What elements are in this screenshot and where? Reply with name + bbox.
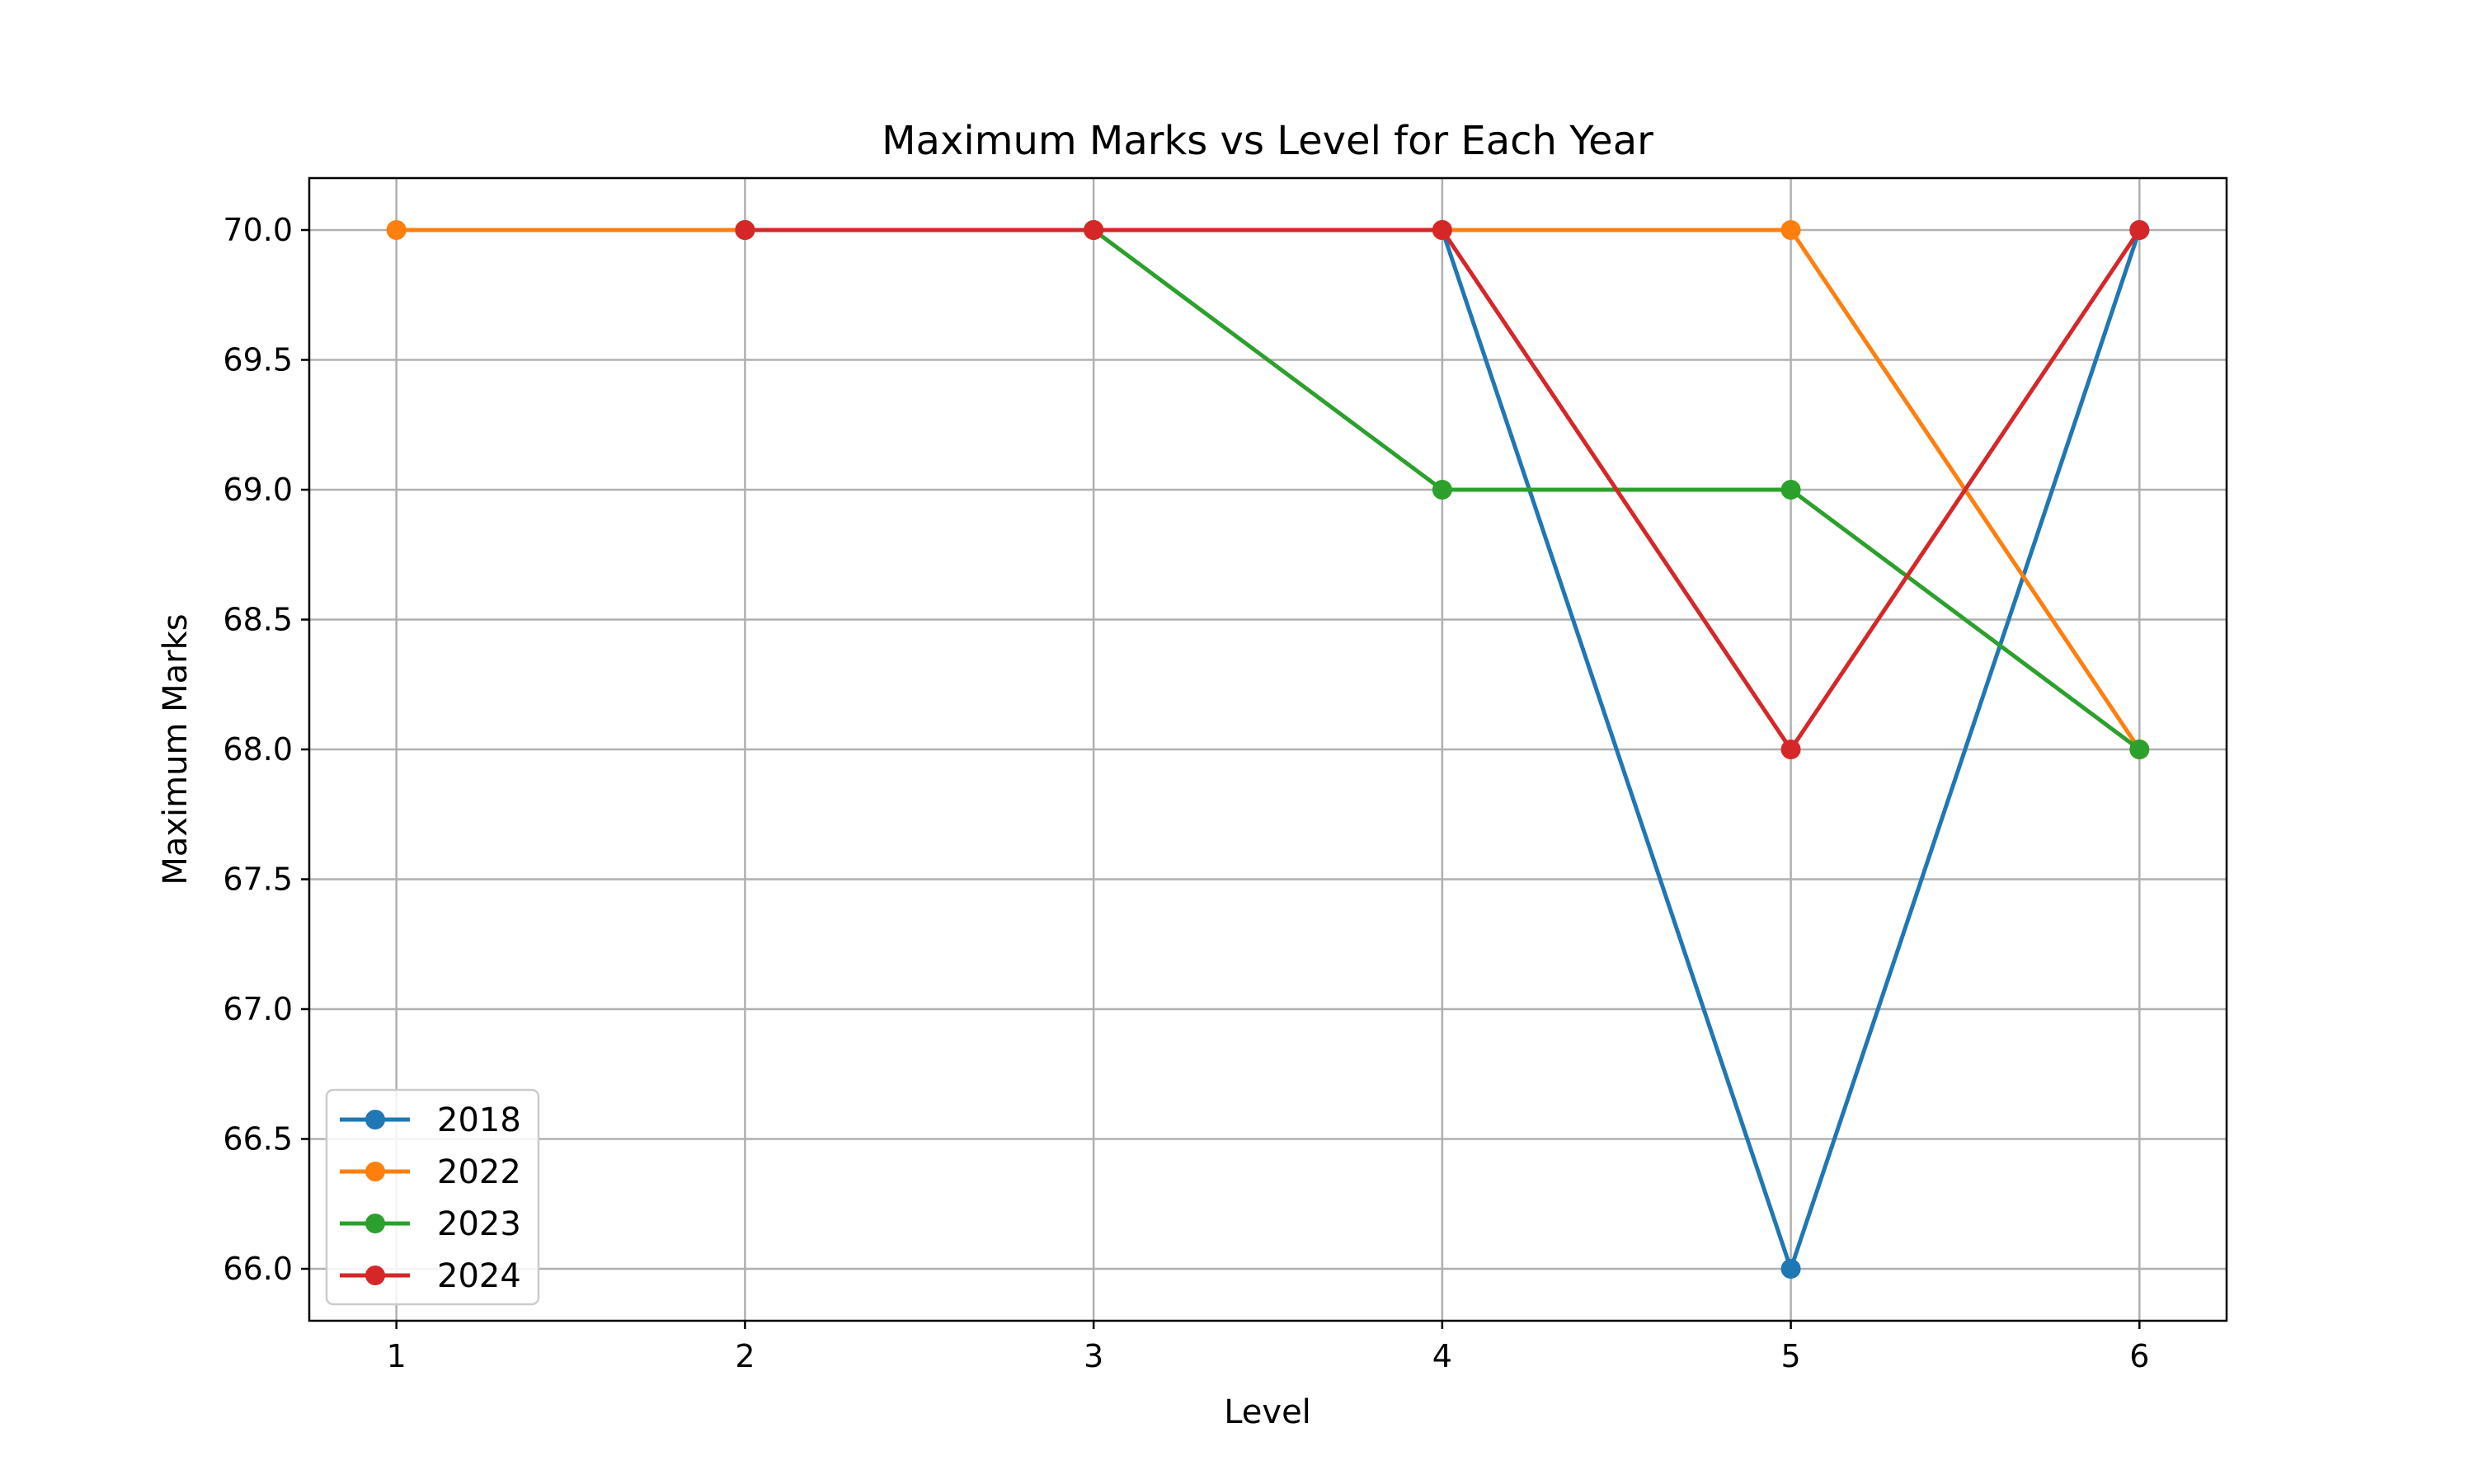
data-point-2023: [1780, 480, 1801, 500]
chart-title: Maximum Marks vs Level for Each Year: [882, 118, 1653, 164]
x-tick-label: 5: [1780, 1338, 1800, 1374]
legend-frame: [325, 1088, 540, 1306]
data-point-2018: [1780, 1259, 1801, 1279]
data-point-2022: [1780, 220, 1801, 240]
y-tick-label: 68.5: [223, 602, 293, 638]
series-lines: [386, 220, 2150, 1279]
x-tick-label: 4: [1432, 1338, 1452, 1374]
y-tick-label: 69.0: [223, 472, 293, 508]
legend-marker-2022: [365, 1162, 385, 1181]
y-tick-label: 69.5: [223, 342, 293, 378]
legend-marker-2018: [365, 1110, 385, 1129]
data-point-2022: [386, 220, 407, 240]
x-axis-label: Level: [1224, 1393, 1311, 1431]
data-point-2024: [735, 220, 755, 240]
legend-marker-2023: [365, 1214, 385, 1233]
legend-label-2018: 2018: [437, 1101, 521, 1139]
legend-label-2023: 2023: [437, 1205, 521, 1243]
y-tick-label: 68.0: [223, 731, 293, 768]
y-tick-label: 66.5: [223, 1121, 293, 1158]
legend-label-2024: 2024: [437, 1257, 521, 1295]
y-tick-label: 66.0: [223, 1251, 293, 1287]
legend-label-2022: 2022: [437, 1153, 521, 1191]
data-point-2024: [1084, 220, 1104, 240]
y-axis-label: Maximum Marks: [157, 613, 195, 885]
axis-ticks: 1 2 3 4 5 6 66.0 66.5 67.0 67.5 68.0 68.5 69.0 69.5 70…: [223, 212, 2149, 1374]
legend: 2018 2022 2023 2024: [325, 1088, 540, 1306]
data-point-2024: [2129, 220, 2150, 240]
data-point-2023: [2129, 740, 2150, 759]
data-point-2024: [1432, 220, 1452, 240]
y-tick-label: 67.0: [223, 991, 293, 1027]
data-point-2023: [1432, 480, 1452, 500]
y-tick-label: 70.0: [223, 212, 293, 248]
data-point-2024: [1780, 740, 1801, 759]
y-tick-label: 67.5: [223, 862, 293, 898]
x-tick-label: 6: [2129, 1338, 2149, 1374]
legend-marker-2024: [365, 1266, 385, 1285]
x-tick-label: 3: [1084, 1338, 1103, 1374]
x-tick-label: 1: [387, 1338, 407, 1374]
x-tick-label: 2: [735, 1338, 755, 1374]
